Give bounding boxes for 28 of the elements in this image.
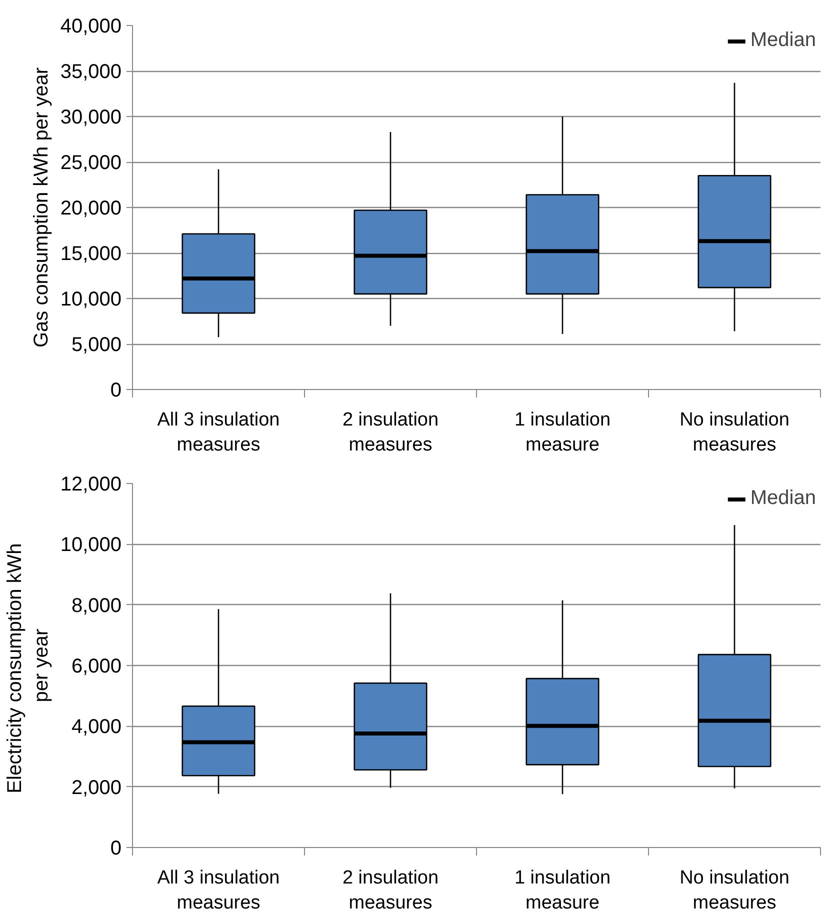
x-tick-label: 1 insulation measure [514, 868, 611, 914]
y-tick-label: 4,000 [71, 716, 122, 738]
y-tick-label: 20,000 [60, 198, 122, 220]
x-tick-label: 2 insulation measures [342, 410, 439, 456]
y-tick-label: 0 [110, 380, 122, 402]
y-tick-label: 6,000 [71, 656, 122, 678]
x-tick-label: 2 insulation measures [342, 868, 439, 914]
x-tick-label: No insulation measures [680, 410, 790, 456]
y-tick-label: 30,000 [60, 106, 122, 128]
y-tick-label: 5,000 [71, 334, 122, 356]
legend-label: Median [750, 487, 816, 510]
x-tick-label: All 3 insulation measures [157, 410, 280, 456]
y-axis-title: Electricity consumption kWh per year [4, 543, 52, 794]
x-tick-label: 1 insulation measure [514, 410, 611, 456]
y-tick-label: 2,000 [71, 776, 122, 799]
y-tick-label: 12,000 [60, 474, 122, 496]
y-tick-label: 25,000 [60, 152, 122, 174]
y-tick-label: 8,000 [71, 594, 122, 617]
legend-label: Median [750, 29, 816, 52]
y-tick-label: 10,000 [60, 534, 122, 556]
y-axis-title: Gas consumption kWh per year [30, 67, 52, 348]
x-tick-label: All 3 insulation measures [157, 868, 280, 914]
y-tick-label: 15,000 [60, 243, 122, 265]
y-tick-label: 35,000 [60, 61, 122, 83]
y-tick-label: 10,000 [60, 288, 122, 310]
x-tick-label: No insulation measures [680, 868, 790, 914]
y-tick-label: 40,000 [60, 16, 122, 38]
y-tick-label: 0 [110, 838, 122, 860]
